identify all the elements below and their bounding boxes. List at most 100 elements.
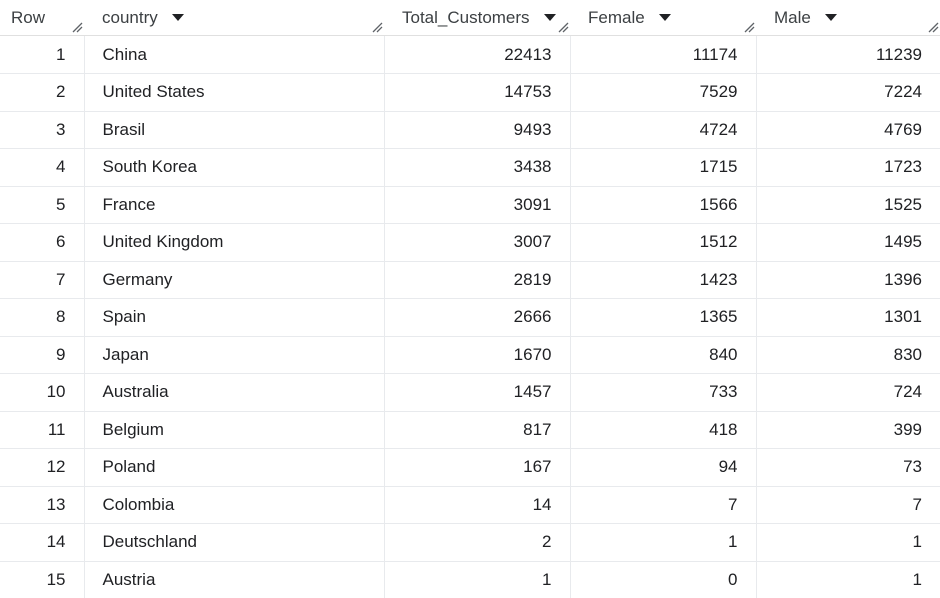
- cell-male[interactable]: 1: [912, 569, 922, 589]
- cell-total-customers[interactable]: 2666: [384, 298, 571, 337]
- table-row[interactable]: 13 Colombia 14 7 7: [0, 486, 940, 524]
- table-row[interactable]: 15 Austria 1 0 1: [0, 561, 940, 598]
- cell-male[interactable]: 399: [756, 411, 940, 449]
- cell-country[interactable]: Japan: [84, 336, 385, 374]
- cell-total-customers[interactable]: 3007: [384, 223, 571, 262]
- cell-row-number[interactable]: 9: [0, 336, 85, 374]
- cell-female[interactable]: 1715: [570, 148, 757, 187]
- cell-female[interactable]: 7: [570, 486, 757, 524]
- column-resize-icon[interactable]: [371, 21, 383, 33]
- cell-total-customers[interactable]: 817: [384, 411, 571, 449]
- cell-country[interactable]: Germany: [84, 261, 385, 299]
- cell-male[interactable]: 1396: [756, 261, 940, 299]
- table-row[interactable]: 6 United Kingdom 3007 1512 1495: [0, 223, 940, 262]
- cell-female[interactable]: 11174: [570, 35, 757, 74]
- cell-male[interactable]: 1495: [756, 223, 940, 262]
- cell-total-customers[interactable]: 22413: [384, 35, 571, 74]
- table-row[interactable]: 12 Poland 167 94 73: [0, 448, 940, 487]
- cell-row-number[interactable]: 8: [0, 298, 85, 337]
- column-resize-icon[interactable]: [557, 21, 569, 33]
- cell-row-number[interactable]: 5: [0, 186, 85, 224]
- cell-female[interactable]: 733: [570, 373, 757, 412]
- cell-total-customers[interactable]: 14753: [384, 73, 571, 112]
- cell-country[interactable]: Poland: [84, 448, 385, 487]
- cell-row-number[interactable]: 2: [0, 73, 85, 112]
- cell-female[interactable]: 1566: [570, 186, 757, 224]
- cell-female[interactable]: 1512: [570, 223, 757, 262]
- table-row[interactable]: 11 Belgium 817 418 399: [0, 411, 940, 449]
- cell-country[interactable]: United Kingdom: [84, 223, 385, 262]
- cell-total-customers[interactable]: 1670: [384, 336, 571, 374]
- cell-male[interactable]: 830: [756, 336, 940, 374]
- caret-down-icon[interactable]: [171, 14, 184, 21]
- cell-total-customers[interactable]: 1: [384, 561, 571, 598]
- cell-country[interactable]: China: [84, 35, 385, 74]
- cell-country[interactable]: France: [84, 186, 385, 224]
- column-resize-icon[interactable]: [927, 21, 939, 33]
- cell-male[interactable]: 7224: [756, 73, 940, 112]
- caret-down-icon[interactable]: [824, 14, 837, 21]
- cell-female[interactable]: 840: [570, 336, 757, 374]
- cell-male[interactable]: 4769: [756, 111, 940, 149]
- column-header-female[interactable]: Female: [570, 0, 756, 36]
- table-row[interactable]: 1 China 22413 11174 11239: [0, 35, 940, 74]
- cell-female[interactable]: 1365: [570, 298, 757, 337]
- cell-row-number[interactable]: 11: [0, 411, 85, 449]
- table-row[interactable]: 8 Spain 2666 1365 1301: [0, 298, 940, 337]
- table-row[interactable]: 10 Australia 1457 733 724: [0, 373, 940, 412]
- cell-total-customers[interactable]: 3438: [384, 148, 571, 187]
- column-resize-icon[interactable]: [743, 21, 755, 33]
- table-row[interactable]: 5 France 3091 1566 1525: [0, 186, 940, 224]
- cell-male[interactable]: 1525: [756, 186, 940, 224]
- cell-row-number[interactable]: 6: [0, 223, 85, 262]
- cell-row-number[interactable]: 12: [0, 448, 85, 487]
- cell-female[interactable]: 1423: [570, 261, 757, 299]
- table-row[interactable]: 3 Brasil 9493 4724 4769: [0, 111, 940, 149]
- table-row[interactable]: 7 Germany 2819 1423 1396: [0, 261, 940, 299]
- cell-country[interactable]: Colombia: [84, 486, 385, 524]
- cell-country[interactable]: Belgium: [84, 411, 385, 449]
- cell-female[interactable]: 7529: [570, 73, 757, 112]
- cell-male[interactable]: 1723: [756, 148, 940, 187]
- cell-country[interactable]: United States: [84, 73, 385, 112]
- cell-row-number[interactable]: 14: [0, 523, 85, 562]
- cell-country[interactable]: Deutschland: [84, 523, 385, 562]
- cell-female[interactable]: 4724: [570, 111, 757, 149]
- cell-row-number[interactable]: 4: [0, 148, 85, 187]
- cell-female[interactable]: 1: [570, 523, 757, 562]
- caret-down-icon[interactable]: [658, 14, 671, 21]
- table-row[interactable]: 4 South Korea 3438 1715 1723: [0, 148, 940, 187]
- cell-row-number[interactable]: 15: [0, 561, 85, 598]
- cell-male[interactable]: 73: [756, 448, 940, 487]
- cell-country[interactable]: Brasil: [84, 111, 385, 149]
- cell-total-customers[interactable]: 9493: [384, 111, 571, 149]
- cell-row-number[interactable]: 7: [0, 261, 85, 299]
- cell-female[interactable]: 94: [570, 448, 757, 487]
- table-row[interactable]: 14 Deutschland 2 1 1: [0, 523, 940, 562]
- cell-female[interactable]: 418: [570, 411, 757, 449]
- cell-male[interactable]: 7: [756, 486, 940, 524]
- cell-country[interactable]: Spain: [84, 298, 385, 337]
- cell-total-customers[interactable]: 14: [384, 486, 571, 524]
- cell-female[interactable]: 0: [570, 561, 757, 598]
- column-resize-icon[interactable]: [71, 21, 83, 33]
- cell-total-customers[interactable]: 2819: [384, 261, 571, 299]
- cell-country[interactable]: Austria: [84, 561, 385, 598]
- column-header-country[interactable]: country: [84, 0, 384, 36]
- cell-male[interactable]: 1: [756, 523, 940, 562]
- cell-total-customers[interactable]: 167: [384, 448, 571, 487]
- cell-male[interactable]: 11239: [756, 35, 940, 74]
- cell-total-customers[interactable]: 1457: [384, 373, 571, 412]
- cell-row-number[interactable]: 3: [0, 111, 85, 149]
- column-header-total-customers[interactable]: Total_Customers: [384, 0, 570, 36]
- caret-down-icon[interactable]: [543, 14, 556, 21]
- cell-row-number[interactable]: 1: [0, 35, 85, 74]
- cell-male[interactable]: 1301: [756, 298, 940, 337]
- table-row[interactable]: 9 Japan 1670 840 830: [0, 336, 940, 374]
- table-row[interactable]: 2 United States 14753 7529 7224: [0, 73, 940, 112]
- cell-row-number[interactable]: 13: [0, 486, 85, 524]
- cell-total-customers[interactable]: 3091: [384, 186, 571, 224]
- cell-country[interactable]: South Korea: [84, 148, 385, 187]
- cell-total-customers[interactable]: 2: [384, 523, 571, 562]
- cell-row-number[interactable]: 10: [0, 373, 85, 412]
